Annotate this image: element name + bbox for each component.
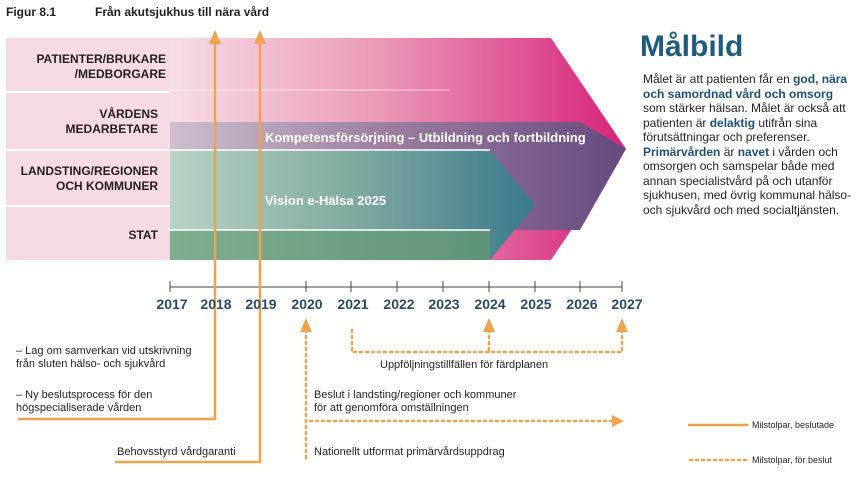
figure-title: Från akutsjukhus till nära vård	[95, 5, 270, 19]
row-label-staff: VÅRDENS MEDARBETARE	[65, 107, 158, 136]
milestone-2019-arrowhead	[254, 30, 266, 44]
legend-pending: Milstolpar, för beslut	[752, 455, 833, 465]
milestone-2018-process: – Ny beslutsprocess för den högspecialise…	[16, 389, 153, 414]
year-2025: 2025	[520, 296, 552, 312]
row-label-patients: PATIENTER/BRUKARE/MEDBORGARE	[36, 52, 166, 81]
year-2022: 2022	[383, 296, 415, 312]
milestone-2019-line	[115, 40, 262, 464]
milestone-2024-arrowhead	[483, 318, 495, 332]
goal-title: Målbild	[640, 30, 744, 63]
milestone-2018-law: – Lag om samverkan vid utskrivning från s…	[16, 345, 192, 370]
year-2019: 2019	[245, 296, 277, 312]
year-2023: 2023	[428, 296, 460, 312]
milestone-2020-arrowhead	[300, 318, 312, 332]
row-label-state: STAT	[128, 228, 158, 242]
year-2020: 2020	[291, 296, 323, 312]
vision-label: Vision e-Hälsa 2025	[265, 193, 387, 208]
followup-note: Uppföljningstillfällen för färdplanen	[380, 359, 549, 371]
row-label-regions: LANDSTING/REGIONER OCH KOMMUNER	[20, 164, 158, 193]
year-2018: 2018	[200, 296, 232, 312]
milestone-2019-guarantee: Behovsstyrd vårdgaranti	[117, 446, 236, 458]
followup-dotted-bracket	[350, 328, 624, 354]
legend-decided: Milstolpar, beslutade	[752, 420, 835, 430]
year-2021: 2021	[337, 296, 369, 312]
year-2024: 2024	[474, 296, 506, 312]
year-2017: 2017	[156, 296, 188, 312]
milestone-2018-line	[18, 40, 217, 421]
milestone-2018-arrowhead	[209, 30, 221, 44]
goal-text: Målet är att patienten får en god, nära …	[643, 72, 852, 217]
milestone-2027-arrowhead	[616, 318, 628, 332]
stat-band	[170, 230, 490, 260]
primary-care-note: Nationellt utformat primärvårdsuppdrag	[314, 446, 505, 458]
decision-arrowhead	[612, 415, 624, 427]
decision-note: Beslut i landsting/regioner och kommuner…	[314, 389, 517, 414]
year-2026: 2026	[566, 296, 598, 312]
figure-number: Figur 8.1	[6, 5, 57, 19]
competence-label: Kompetensförsörjning – Utbildning och fo…	[265, 130, 586, 145]
year-2027: 2027	[611, 296, 643, 312]
